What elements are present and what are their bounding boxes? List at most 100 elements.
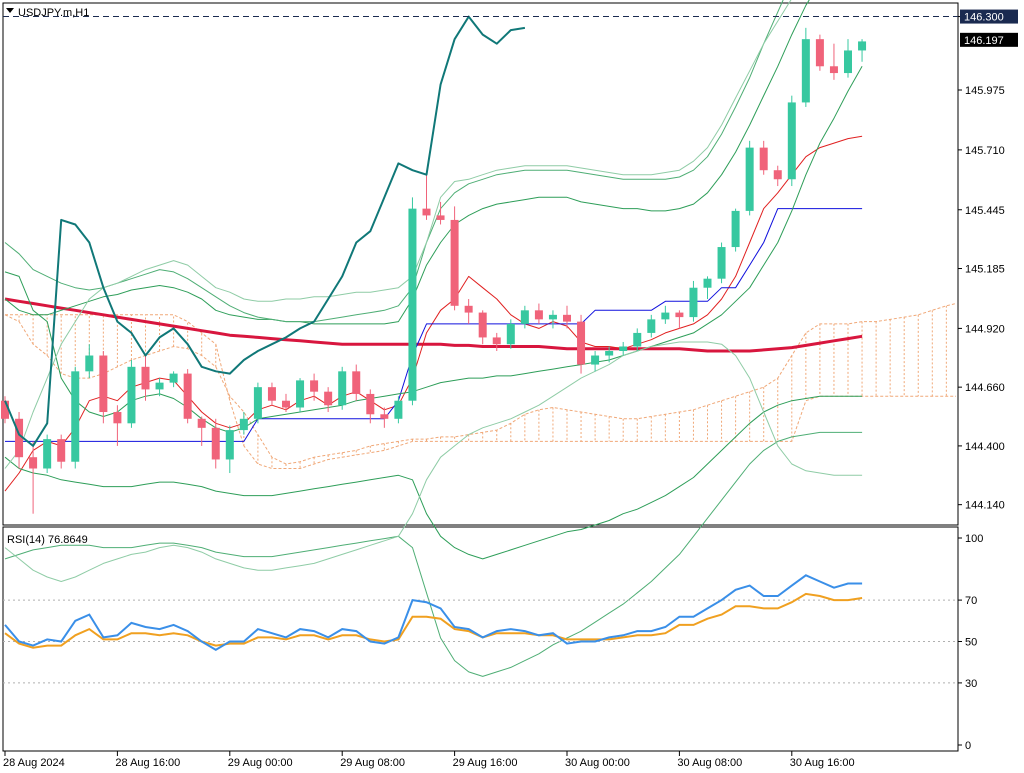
indicator-line (4, 297, 863, 353)
candle (745, 140, 754, 216)
candle (239, 412, 248, 435)
candle-body (591, 355, 600, 365)
candle (141, 355, 150, 401)
time-axis: 28 Aug 2024 28 Aug 16:00 29 Aug 00:00 29 Au… (3, 751, 855, 769)
candle (492, 332, 501, 351)
candle (633, 328, 642, 351)
cloud-span-b (5, 314, 956, 469)
time-tick-label: 30 Aug 00:00 (565, 757, 630, 769)
candle-body (450, 219, 459, 306)
candle-body (310, 380, 319, 392)
candle (43, 434, 52, 474)
candle (338, 366, 347, 410)
rsi-tick-label: 50 (965, 637, 977, 649)
candle-body (548, 314, 557, 320)
candle (787, 95, 796, 187)
candle (647, 314, 656, 338)
candle-body (689, 287, 698, 318)
time-tick-label: 29 Aug 16:00 (453, 757, 518, 769)
candle-body (408, 208, 417, 401)
candle-body (759, 147, 768, 171)
price-tick-label: 144.400 (965, 441, 1005, 453)
candle-body (422, 208, 431, 216)
candle (605, 346, 614, 363)
candle-body (506, 323, 515, 345)
indicator-lines (4, 0, 863, 677)
candle-body (366, 393, 375, 415)
candle-body (534, 310, 543, 320)
candle (478, 310, 487, 345)
candle-body (520, 310, 529, 324)
candle (99, 351, 108, 424)
candle (829, 43, 838, 80)
candle-body (464, 305, 473, 313)
rsi-series (4, 574, 863, 651)
candle-body (563, 314, 571, 322)
candle (464, 299, 473, 324)
price-tick-label: 145.710 (965, 145, 1005, 157)
candle-body (394, 400, 403, 419)
rsi-tick-label: 100 (965, 533, 983, 545)
symbol-title[interactable]: USDJPY.m,H1 (18, 7, 89, 19)
candle (436, 201, 445, 225)
candle-body (436, 215, 445, 220)
price-badge (960, 32, 1018, 47)
candle (577, 314, 586, 374)
candle-body (43, 439, 52, 469)
candle (661, 305, 670, 324)
candle (773, 165, 782, 187)
candle-body (338, 371, 347, 406)
candle (380, 407, 389, 428)
candle (71, 366, 80, 469)
rsi-signal-line (4, 592, 863, 649)
rsi-level-lines (3, 599, 958, 684)
indicator-line (4, 66, 863, 433)
candle (310, 373, 319, 401)
indicator-line (4, 341, 863, 582)
candle-body (633, 332, 642, 347)
candle (717, 242, 726, 284)
rsi-label: RSI(14) 76.8649 (7, 534, 88, 546)
candle (85, 344, 94, 379)
price-badge-label: 146.197 (964, 35, 1004, 47)
candle (759, 140, 768, 175)
candle (703, 276, 712, 300)
candle-body (57, 439, 66, 462)
time-tick-label: 29 Aug 00:00 (228, 757, 293, 769)
candle (548, 310, 557, 329)
candle-body (1, 400, 9, 419)
candle-body (717, 247, 726, 279)
candle-body (324, 391, 333, 406)
time-tick-label: 30 Aug 16:00 (790, 757, 855, 769)
candle-body (619, 346, 628, 351)
candle-body (858, 41, 867, 51)
candle (520, 305, 529, 329)
candle-body (127, 366, 136, 424)
candle-body (99, 355, 108, 413)
candle (450, 206, 459, 311)
time-tick-label: 30 Aug 08:00 (677, 757, 742, 769)
candle-body (478, 312, 487, 338)
price-badge-label: 146.300 (964, 12, 1004, 24)
candle (352, 364, 361, 401)
candle-body (380, 414, 389, 419)
candle-body (141, 366, 150, 390)
candle (563, 305, 571, 329)
candle (113, 405, 122, 446)
candle (15, 412, 24, 469)
candle-body (239, 418, 248, 431)
indicator-line (4, 0, 810, 325)
candle (394, 396, 403, 424)
price-tick-label: 145.185 (965, 264, 1005, 276)
indicator-line (4, 0, 792, 469)
price-tick-label: 144.920 (965, 323, 1005, 335)
candlesticks (1, 27, 867, 514)
candle (619, 341, 628, 356)
candle-body (661, 312, 670, 320)
candle (801, 27, 810, 107)
indicator-line (4, 431, 863, 677)
candle-body (225, 430, 234, 460)
chevron-down-icon[interactable] (6, 8, 14, 13)
candle-body (815, 39, 824, 67)
